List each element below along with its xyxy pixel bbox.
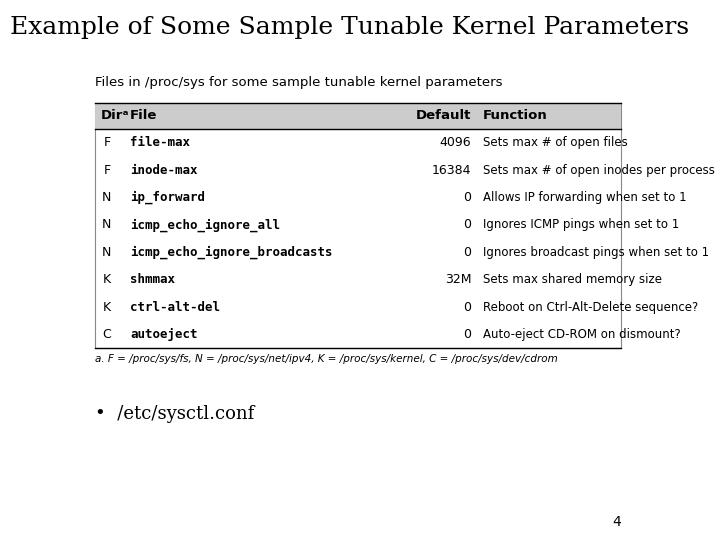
Text: Auto-eject CD-ROM on dismount?: Auto-eject CD-ROM on dismount?	[482, 328, 680, 341]
Text: icmp_echo_ignore_broadcasts: icmp_echo_ignore_broadcasts	[130, 246, 333, 259]
Text: Files in /proc/sys for some sample tunable kernel parameters: Files in /proc/sys for some sample tunab…	[95, 76, 503, 89]
Text: a. F = /proc/sys/fs, N = /proc/sys/net/ipv4, K = /proc/sys/kernel, C = /proc/sys: a. F = /proc/sys/fs, N = /proc/sys/net/i…	[95, 354, 558, 364]
Text: 0: 0	[463, 246, 471, 259]
Text: Sets max # of open inodes per process: Sets max # of open inodes per process	[482, 164, 714, 177]
Text: 16384: 16384	[431, 164, 471, 177]
Text: Reboot on Ctrl-Alt-Delete sequence?: Reboot on Ctrl-Alt-Delete sequence?	[482, 301, 698, 314]
Text: ip_forward: ip_forward	[130, 191, 205, 204]
Text: Sets max # of open files: Sets max # of open files	[482, 136, 627, 149]
Text: N: N	[102, 219, 112, 232]
Text: file-max: file-max	[130, 136, 190, 149]
Text: Default: Default	[415, 109, 471, 122]
Text: Allows IP forwarding when set to 1: Allows IP forwarding when set to 1	[482, 191, 686, 204]
FancyBboxPatch shape	[95, 103, 621, 348]
Text: ctrl-alt-del: ctrl-alt-del	[130, 301, 220, 314]
Text: 32M: 32M	[445, 273, 471, 286]
Text: Example of Some Sample Tunable Kernel Parameters: Example of Some Sample Tunable Kernel Pa…	[10, 16, 689, 39]
Text: shmmax: shmmax	[130, 273, 175, 286]
Text: Sets max shared memory size: Sets max shared memory size	[482, 273, 662, 286]
Text: K: K	[103, 273, 111, 286]
Text: Ignores ICMP pings when set to 1: Ignores ICMP pings when set to 1	[482, 219, 679, 232]
Text: 4: 4	[613, 515, 621, 529]
Text: N: N	[102, 246, 112, 259]
Text: F: F	[103, 136, 110, 149]
Text: File: File	[130, 109, 158, 122]
Text: Dirᵃ: Dirᵃ	[101, 109, 130, 122]
Text: 0: 0	[463, 301, 471, 314]
Text: inode-max: inode-max	[130, 164, 197, 177]
Text: 0: 0	[463, 191, 471, 204]
Text: K: K	[103, 301, 111, 314]
Text: C: C	[102, 328, 111, 341]
Text: 0: 0	[463, 328, 471, 341]
Text: 4096: 4096	[439, 136, 471, 149]
Text: icmp_echo_ignore_all: icmp_echo_ignore_all	[130, 218, 280, 232]
Text: N: N	[102, 191, 112, 204]
Text: •  /etc/sysctl.conf: • /etc/sysctl.conf	[95, 405, 254, 423]
Text: F: F	[103, 164, 110, 177]
Text: Function: Function	[482, 109, 547, 122]
Text: Ignores broadcast pings when set to 1: Ignores broadcast pings when set to 1	[482, 246, 708, 259]
Text: autoeject: autoeject	[130, 328, 197, 341]
Text: 0: 0	[463, 219, 471, 232]
FancyBboxPatch shape	[95, 103, 621, 129]
